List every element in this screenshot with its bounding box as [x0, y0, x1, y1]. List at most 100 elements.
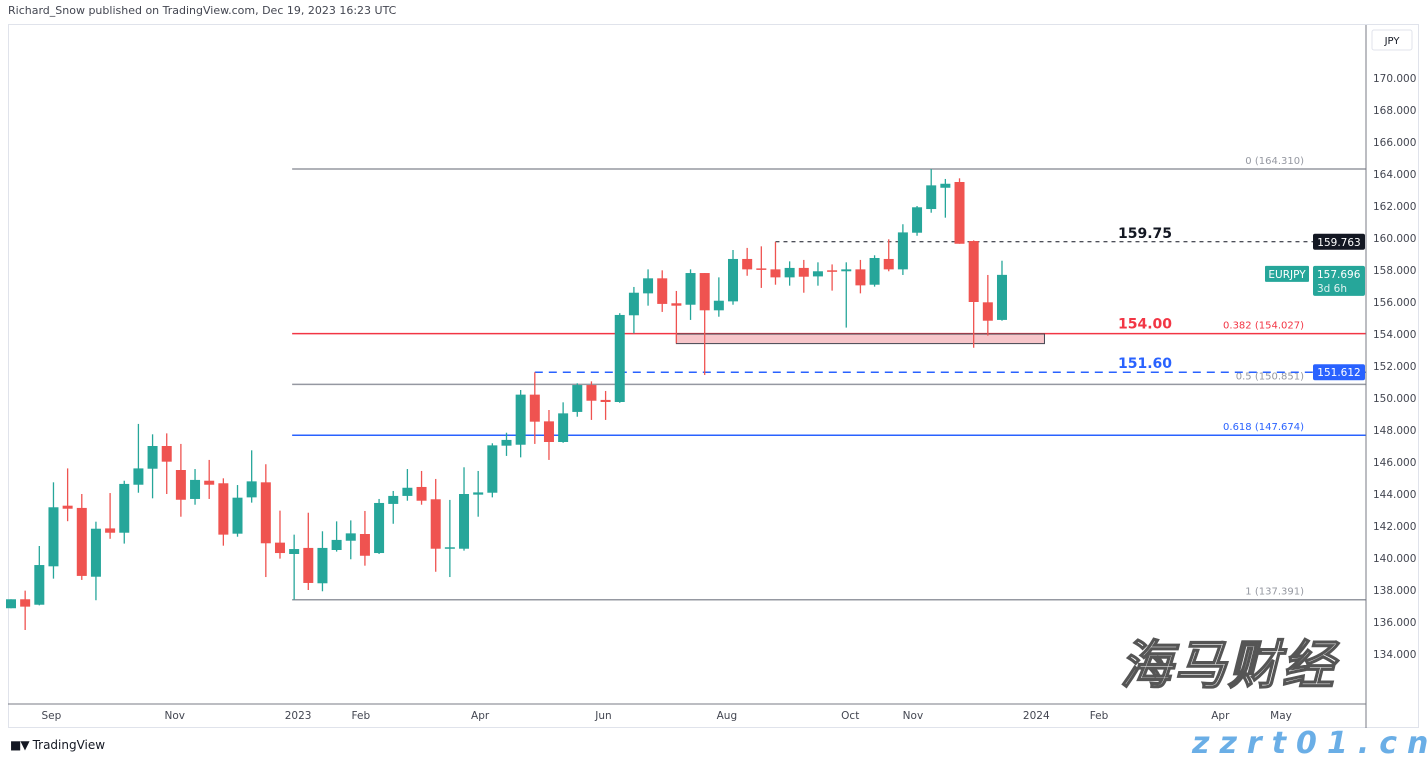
candle-up: [459, 467, 470, 551]
candle-body: [926, 185, 937, 210]
y-tick-label: 136.000: [1373, 617, 1416, 629]
x-tick-label: Jun: [594, 710, 611, 722]
chart-frame: [8, 24, 1419, 728]
candle-body: [388, 495, 399, 504]
level-annotation: 154.00: [1118, 317, 1172, 333]
candle-body: [529, 394, 540, 422]
candle-down: [76, 494, 87, 580]
candle-up: [34, 546, 45, 606]
candle-body: [643, 278, 654, 294]
y-tick-label: 148.000: [1373, 425, 1416, 437]
candle-up: [501, 432, 512, 456]
horizontal-line-text: 159.75: [1118, 226, 1172, 242]
x-tick-label: Sep: [41, 710, 61, 722]
candle-down: [218, 478, 229, 546]
candle-body: [855, 269, 866, 286]
fib-level-label: 0.5 (150.851): [1236, 371, 1304, 382]
candle-down: [855, 259, 866, 294]
candle-body: [713, 300, 724, 311]
candle-down: [671, 290, 682, 344]
axis-price-badge-text: 151.612: [1317, 367, 1360, 379]
candle-body: [416, 486, 427, 501]
candle-body: [6, 599, 16, 609]
y-tick-label: 146.000: [1373, 457, 1416, 469]
watermark-logo: 海马财经: [1119, 635, 1337, 697]
tradingview-brand[interactable]: ■▼ TradingView: [10, 738, 105, 752]
candle-body: [374, 502, 385, 554]
candle-up: [784, 261, 795, 286]
candle-body: [812, 271, 823, 277]
candle-body: [133, 468, 144, 485]
x-tick-label: May: [1270, 710, 1292, 722]
candle-body: [841, 269, 852, 272]
candle-up: [190, 469, 201, 505]
currency-button: [1371, 29, 1413, 51]
watermark-url: zzrt01.cn: [1192, 726, 1428, 761]
candle-up: [572, 383, 583, 417]
candle-up: [317, 531, 328, 592]
candle-body: [317, 547, 328, 584]
candle-up: [912, 206, 923, 236]
candle-body: [728, 258, 739, 302]
candle-up: [643, 269, 654, 306]
publish-header: Richard_Snow published on TradingView.co…: [8, 4, 397, 17]
candle-body: [968, 241, 979, 302]
candle-body: [204, 480, 215, 485]
last-price-badge: [1313, 265, 1365, 296]
x-tick-label: 2023: [285, 710, 312, 722]
candle-body: [600, 399, 611, 402]
horizontal-line-text: 151.60: [1118, 356, 1172, 372]
candle-down: [204, 459, 215, 499]
candle-up: [628, 286, 639, 334]
candle-body: [402, 487, 413, 496]
y-tick-label: 134.000: [1373, 649, 1416, 661]
candle-up: [345, 520, 356, 560]
symbol-badge: [1265, 265, 1309, 282]
y-tick-label: 164.000: [1373, 169, 1416, 181]
candle-up: [289, 534, 300, 600]
candle-body: [90, 528, 101, 577]
candle-up: [90, 521, 101, 601]
y-tick-label: 158.000: [1373, 265, 1416, 277]
candle-body: [501, 439, 512, 446]
candle-up: [713, 277, 724, 317]
candle-body: [487, 445, 498, 493]
brand-text: TradingView: [32, 738, 106, 752]
candle-down: [416, 470, 427, 505]
candle-body: [20, 599, 31, 607]
candle-body: [175, 470, 186, 500]
candle-body: [218, 483, 229, 535]
candle-body: [685, 273, 696, 305]
candle-down: [600, 390, 611, 420]
candle-body: [459, 494, 470, 549]
candle-body: [345, 533, 356, 541]
candle-down: [982, 274, 993, 336]
candle-down: [430, 478, 441, 572]
x-tick-label: Oct: [841, 710, 859, 722]
candle-up: [558, 402, 569, 443]
candle-up: [996, 260, 1007, 321]
candle-down: [62, 468, 73, 522]
candle-body: [912, 207, 923, 233]
candle-body: [147, 446, 158, 469]
candle-down: [105, 493, 116, 539]
candle-body: [614, 314, 625, 402]
candle-down: [175, 443, 186, 517]
candle-body: [883, 258, 894, 270]
candle-body: [473, 492, 484, 495]
candle-body: [558, 413, 569, 442]
y-tick-label: 162.000: [1373, 201, 1416, 213]
y-tick-label: 152.000: [1373, 361, 1416, 373]
y-tick-label: 170.000: [1373, 73, 1416, 85]
candle-up: [614, 313, 625, 403]
candle-up: [402, 469, 413, 501]
candle-up: [515, 390, 526, 458]
candle-up: [940, 178, 951, 218]
y-tick-label: 138.000: [1373, 585, 1416, 597]
candle-body: [190, 479, 201, 499]
candle-body: [940, 183, 951, 188]
x-tick-label: 2024: [1023, 710, 1050, 722]
candle-body: [303, 547, 314, 583]
axis-price-badge-text: 159.763: [1317, 237, 1360, 249]
